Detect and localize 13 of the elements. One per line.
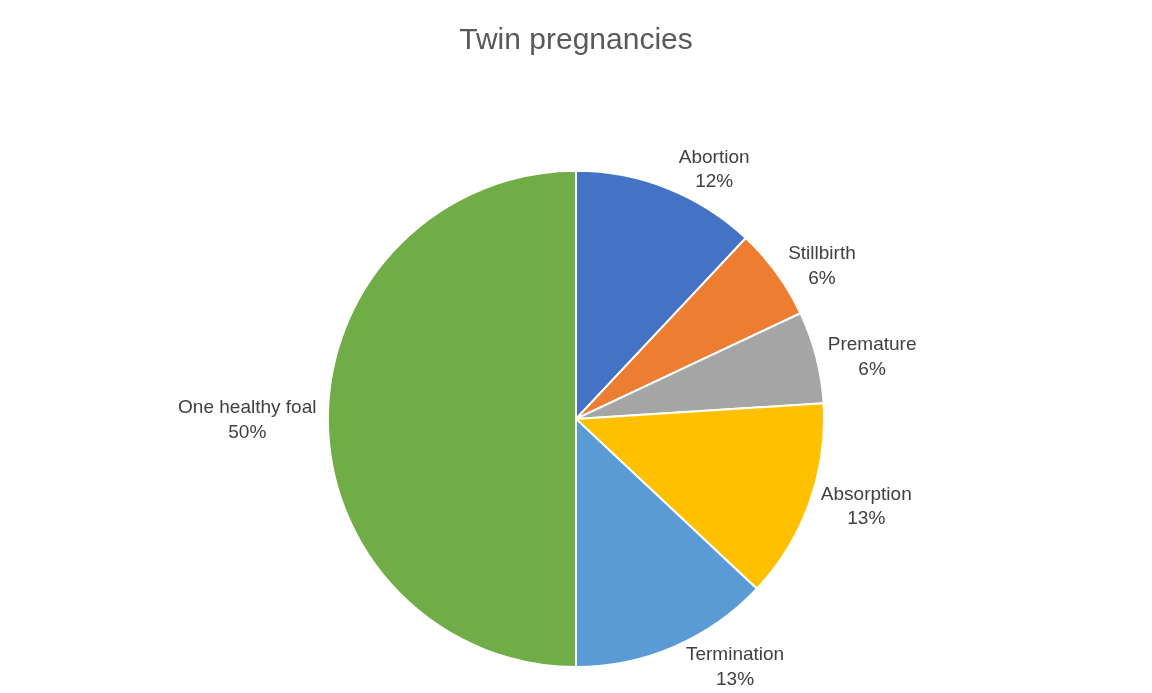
- slice-label: One healthy foal: [178, 396, 317, 418]
- data-label: 12%: [695, 170, 734, 192]
- slice-label: Stillbirth: [788, 242, 856, 264]
- slice-label: Absorption: [820, 482, 912, 504]
- chart-title: Twin pregnancies: [459, 21, 693, 55]
- data-label: 6%: [858, 357, 886, 379]
- data-label: 13%: [847, 507, 886, 529]
- data-label: 13%: [716, 667, 755, 689]
- slice-label: Abortion: [678, 145, 750, 167]
- data-label: 50%: [228, 420, 267, 442]
- slice-label: Termination: [685, 642, 785, 664]
- data-label: 6%: [808, 267, 836, 289]
- slice-label: Premature: [827, 332, 917, 354]
